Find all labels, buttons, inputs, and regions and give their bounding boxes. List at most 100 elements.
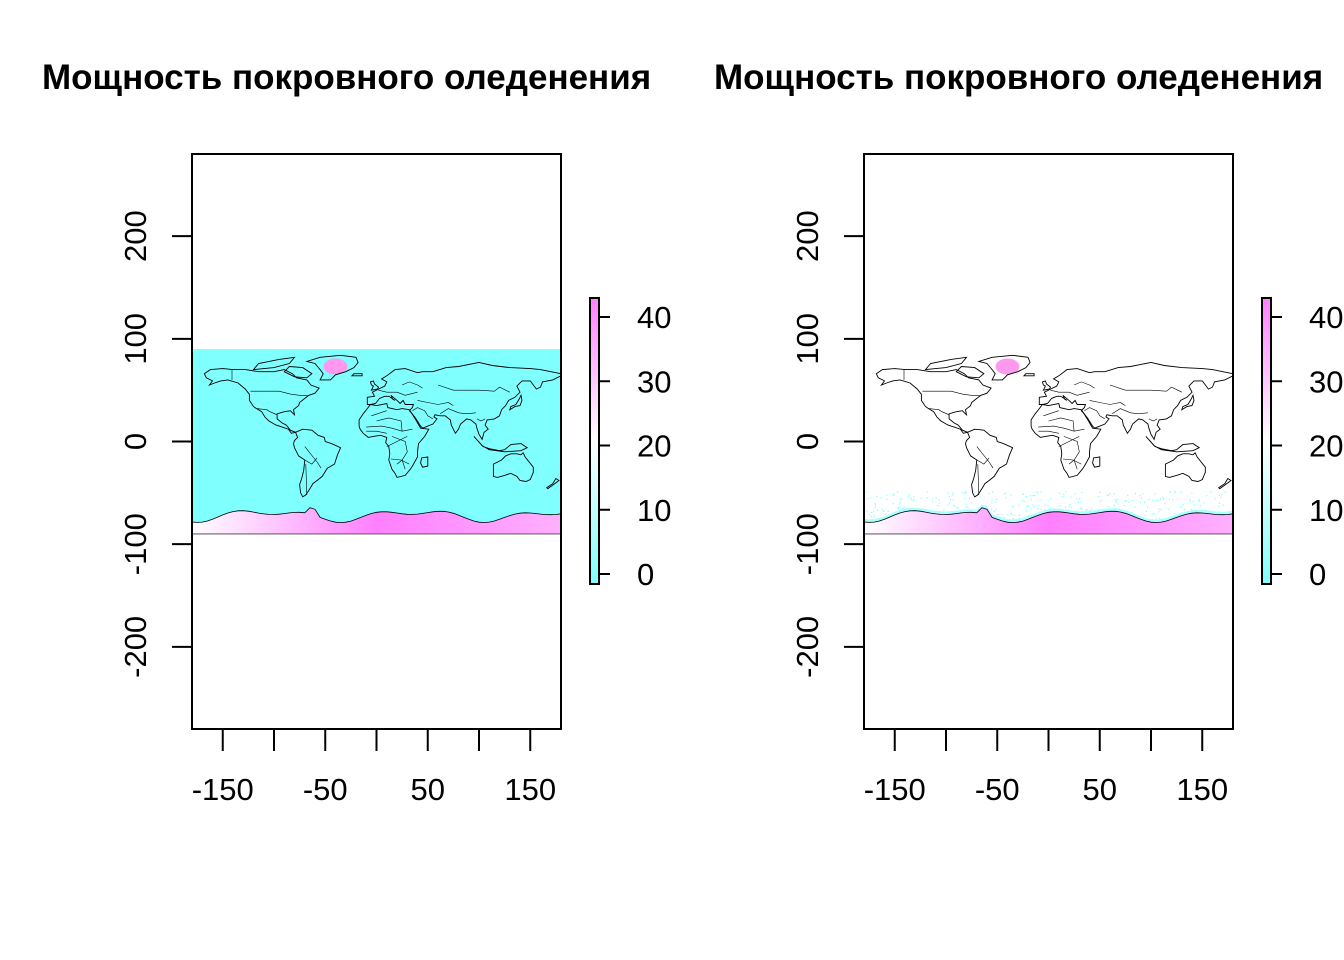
coast-iceland bbox=[350, 373, 363, 377]
coast-south-america bbox=[965, 428, 1014, 498]
border-line bbox=[401, 459, 406, 470]
y-tick-label: -100 bbox=[790, 513, 825, 575]
border-line bbox=[378, 389, 418, 396]
border-line bbox=[976, 446, 994, 469]
border-line bbox=[1043, 410, 1059, 417]
border-line bbox=[304, 446, 322, 469]
border-line bbox=[256, 408, 278, 416]
border-line bbox=[417, 400, 454, 406]
panel-1-title: Мощность покровного оледенения bbox=[42, 58, 652, 97]
y-tick-label: 200 bbox=[118, 210, 153, 262]
border-line bbox=[1038, 425, 1085, 432]
legend-tick-label: 4000 bbox=[1309, 300, 1344, 335]
border-line bbox=[1073, 381, 1095, 389]
x-tick-label: 50 bbox=[1083, 772, 1117, 807]
coast-north-america bbox=[203, 368, 320, 434]
x-tick-label: -50 bbox=[303, 772, 348, 807]
border-line bbox=[476, 418, 486, 422]
coast-madagascar bbox=[1092, 456, 1101, 468]
border-line bbox=[401, 381, 423, 389]
y-tick-label: 100 bbox=[790, 313, 825, 365]
map-panel-2: -150-5050150-200-10001002000100020003000… bbox=[790, 153, 1344, 807]
x-axis: -150 -50 50 150 bbox=[864, 729, 1228, 807]
coast-madagascar bbox=[420, 456, 429, 468]
y-tick-label: -100 bbox=[118, 513, 153, 575]
y-axis: -200 -100 0 100 200 bbox=[118, 210, 192, 678]
greenland-ice bbox=[323, 358, 348, 375]
coast-australia bbox=[1164, 452, 1206, 482]
border-line bbox=[1148, 418, 1158, 422]
coast-eurasia bbox=[366, 361, 561, 441]
coast-great-britain bbox=[1041, 380, 1052, 391]
legend-tick-label: 3000 bbox=[637, 364, 672, 399]
coast-baffin-island bbox=[955, 366, 985, 379]
border-line bbox=[1109, 384, 1182, 393]
x-tick-label: -150 bbox=[192, 772, 254, 807]
coast-japan bbox=[509, 393, 523, 411]
border-line bbox=[439, 408, 476, 415]
coastlines bbox=[203, 354, 561, 498]
greenland-ice bbox=[995, 358, 1020, 375]
y-tick-label: 200 bbox=[790, 210, 825, 262]
map-layer bbox=[192, 349, 561, 535]
map-panel-1: -150-5050150-200-10001002000100020003000… bbox=[118, 153, 672, 807]
coast-africa bbox=[1030, 402, 1102, 478]
coast-arctic-islands bbox=[252, 356, 296, 371]
y-tick-label: 0 bbox=[118, 433, 153, 450]
coast-indonesia bbox=[473, 436, 529, 453]
coast-north-america bbox=[875, 368, 992, 434]
border-line bbox=[1048, 417, 1075, 432]
border-line bbox=[928, 408, 950, 416]
legend-colorbar bbox=[589, 297, 600, 585]
border-line bbox=[376, 417, 403, 432]
legend-tick-label: 0 bbox=[1309, 557, 1326, 592]
x-tick-label: 50 bbox=[411, 772, 445, 807]
coast-south-america bbox=[293, 428, 342, 498]
x-tick-label: -150 bbox=[864, 772, 926, 807]
x-axis: -150 -50 50 150 bbox=[192, 729, 556, 807]
border-line bbox=[412, 407, 434, 420]
legend-colorbar bbox=[1261, 297, 1272, 585]
legend-tick-label: 4000 bbox=[637, 300, 672, 335]
coast-eurasia bbox=[1038, 361, 1233, 441]
country-borders bbox=[903, 369, 1182, 495]
border-line bbox=[437, 384, 510, 393]
coast-greenland bbox=[977, 354, 1031, 381]
border-line bbox=[1089, 400, 1126, 406]
antarctica bbox=[192, 507, 561, 535]
x-tick-label: 150 bbox=[1176, 772, 1228, 807]
coast-arctic-islands bbox=[924, 356, 968, 371]
border-line bbox=[304, 457, 318, 465]
country-borders bbox=[231, 369, 510, 495]
panel-2-title: Мощность покровного оледенения bbox=[714, 58, 1324, 97]
border-line bbox=[1058, 436, 1080, 447]
border-line bbox=[1050, 389, 1090, 396]
coast-japan bbox=[1181, 393, 1195, 411]
y-tick-label: -200 bbox=[790, 616, 825, 678]
border-line bbox=[390, 458, 410, 465]
border-line bbox=[305, 464, 308, 495]
legend-tick-label: 0 bbox=[637, 557, 654, 592]
antarctica bbox=[864, 507, 1233, 535]
border-line bbox=[371, 410, 387, 417]
map-layer bbox=[864, 354, 1233, 535]
x-tick-label: -50 bbox=[975, 772, 1020, 807]
border-line bbox=[1062, 458, 1082, 465]
plot-frame bbox=[863, 153, 1234, 730]
border-line bbox=[250, 390, 308, 396]
coast-iceland bbox=[1022, 373, 1035, 377]
border-line bbox=[366, 425, 413, 432]
coast-australia bbox=[492, 452, 534, 482]
coast-baffin-island bbox=[283, 366, 313, 379]
coast-great-britain bbox=[369, 380, 380, 391]
coast-indonesia bbox=[1145, 436, 1201, 453]
border-line bbox=[1084, 407, 1106, 420]
border-line bbox=[1073, 459, 1078, 470]
border-line bbox=[976, 457, 990, 465]
